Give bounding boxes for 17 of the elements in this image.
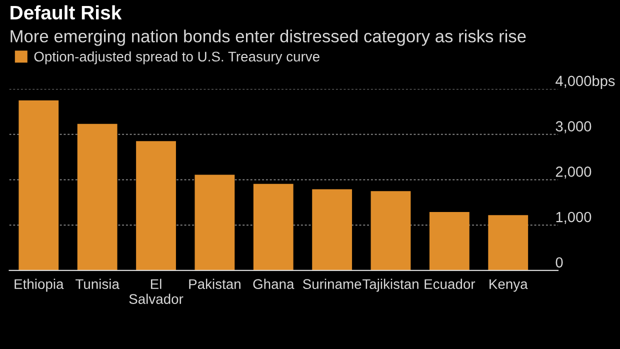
y-tick-label: 3,000 — [556, 121, 592, 134]
x-tick-label: El Salvador — [129, 278, 184, 304]
chart-subtitle: More emerging nation bonds enter distressed category as risks rise — [10, 30, 526, 46]
y-tick-label: 2,000 — [556, 166, 592, 179]
x-tick-label: Ethiopia — [14, 278, 64, 292]
legend-label: Option-adjusted spread to U.S. Treasury curve — [34, 51, 320, 64]
x-tick-label: Tajikistan — [362, 278, 418, 292]
x-tick-label: Pakistan — [189, 278, 240, 290]
x-tick-label: Suriname — [302, 278, 362, 290]
x-tick-label: Tunisia — [76, 278, 120, 290]
x-tick-label: Kenya — [490, 279, 528, 292]
y-tick-label: 0 — [556, 257, 563, 268]
x-tick-label: Ecuador — [424, 278, 476, 290]
chart-title: Default Risk — [10, 5, 122, 20]
x-tick-label: Ghana — [253, 278, 294, 290]
y-tick-label: 1,000 — [556, 212, 592, 224]
y-tick-label: 4,000bps — [556, 75, 615, 89]
